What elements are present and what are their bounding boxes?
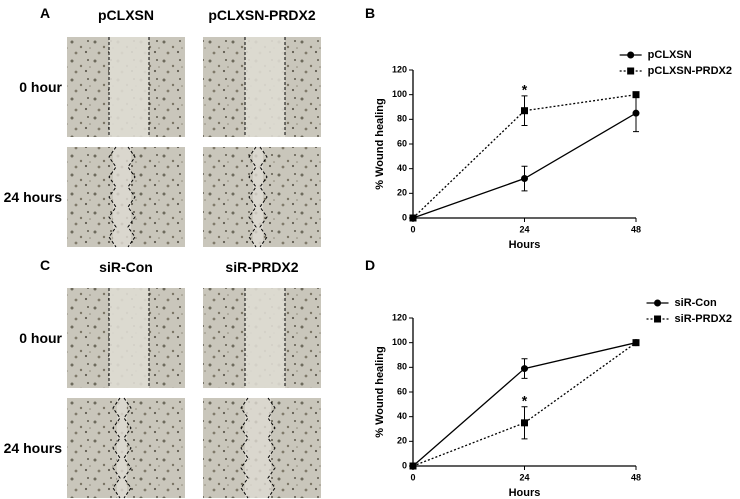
wound <box>245 37 285 137</box>
row-label: 24 hours <box>4 440 63 456</box>
wound <box>117 398 127 498</box>
y-axis-label: % Wound healing <box>374 346 386 437</box>
y-tick-label: 60 <box>397 386 407 396</box>
y-tick-label: 60 <box>397 138 407 148</box>
y-axis-label: % Wound healing <box>374 98 386 189</box>
wound-edge <box>248 146 257 248</box>
x-axis-label: Hours <box>509 239 541 251</box>
marker <box>632 109 640 117</box>
wound <box>245 288 285 388</box>
column-label: siR-Con <box>99 259 153 275</box>
wound-edge <box>267 397 276 499</box>
marker <box>632 91 640 99</box>
y-tick-label: 100 <box>392 337 407 347</box>
y-tick-label: 100 <box>392 89 407 99</box>
column-label: pCLXSN-PRDX2 <box>208 7 316 23</box>
legend-marker <box>654 299 662 307</box>
marker <box>521 175 528 183</box>
legend-label: siR-Con <box>675 297 717 309</box>
column-label: pCLXSN <box>98 7 154 23</box>
y-tick-label: 120 <box>392 312 407 322</box>
series-line <box>412 112 637 219</box>
charts: B 0 20 40 60 80 100 120 0 24 48 Hours % Wound healin… <box>365 5 732 499</box>
y-tick-label: 20 <box>397 188 407 198</box>
legend-label: pCLXSN <box>648 49 692 61</box>
marker <box>521 419 528 427</box>
y-tick-label: 80 <box>397 362 407 372</box>
y-tick-label: 80 <box>397 114 407 124</box>
wound-edge <box>240 397 249 499</box>
panel-letter: B <box>365 5 375 21</box>
annotation: * <box>522 82 528 98</box>
wound <box>253 147 263 247</box>
x-axis-label: Hours <box>509 487 541 499</box>
marker <box>632 339 640 347</box>
wound-edge <box>112 397 121 499</box>
wound-edge <box>123 397 132 499</box>
legend-marker <box>627 51 635 59</box>
marker <box>521 107 528 115</box>
row-label: 0 hour <box>19 79 62 95</box>
panel-letter: D <box>365 257 375 273</box>
x-tick-label: 0 <box>410 472 415 482</box>
panel-letter: C <box>40 257 50 273</box>
x-tick-label: 24 <box>519 472 529 482</box>
y-tick-label: 40 <box>397 411 407 421</box>
wound-edge <box>259 146 268 248</box>
column-label: siR-PRDX2 <box>225 259 298 275</box>
wound-edge <box>108 146 117 248</box>
wound <box>113 147 131 247</box>
x-tick-label: 0 <box>410 224 415 234</box>
y-tick-label: 20 <box>397 436 407 446</box>
row-label: 0 hour <box>19 330 62 346</box>
legend-marker <box>627 67 635 75</box>
marker <box>409 462 417 470</box>
wound-edge <box>127 146 136 248</box>
wound <box>109 37 149 137</box>
series-line <box>412 94 637 219</box>
legend-marker <box>654 315 662 323</box>
marker <box>409 214 417 222</box>
y-tick-label: 0 <box>402 212 407 222</box>
x-tick-label: 24 <box>519 224 529 234</box>
x-tick-label: 48 <box>631 224 641 234</box>
panel-letter: A <box>40 5 50 21</box>
wound <box>109 288 149 388</box>
annotation: * <box>522 393 528 409</box>
legend-label: siR-PRDX2 <box>675 313 732 325</box>
legend-label: pCLXSN-PRDX2 <box>648 65 732 77</box>
wound <box>245 398 271 498</box>
y-tick-label: 120 <box>392 64 407 74</box>
marker <box>521 365 528 373</box>
row-label: 24 hours <box>4 189 63 205</box>
x-tick-label: 48 <box>631 472 641 482</box>
y-tick-label: 0 <box>402 460 407 470</box>
y-tick-label: 40 <box>397 163 407 173</box>
